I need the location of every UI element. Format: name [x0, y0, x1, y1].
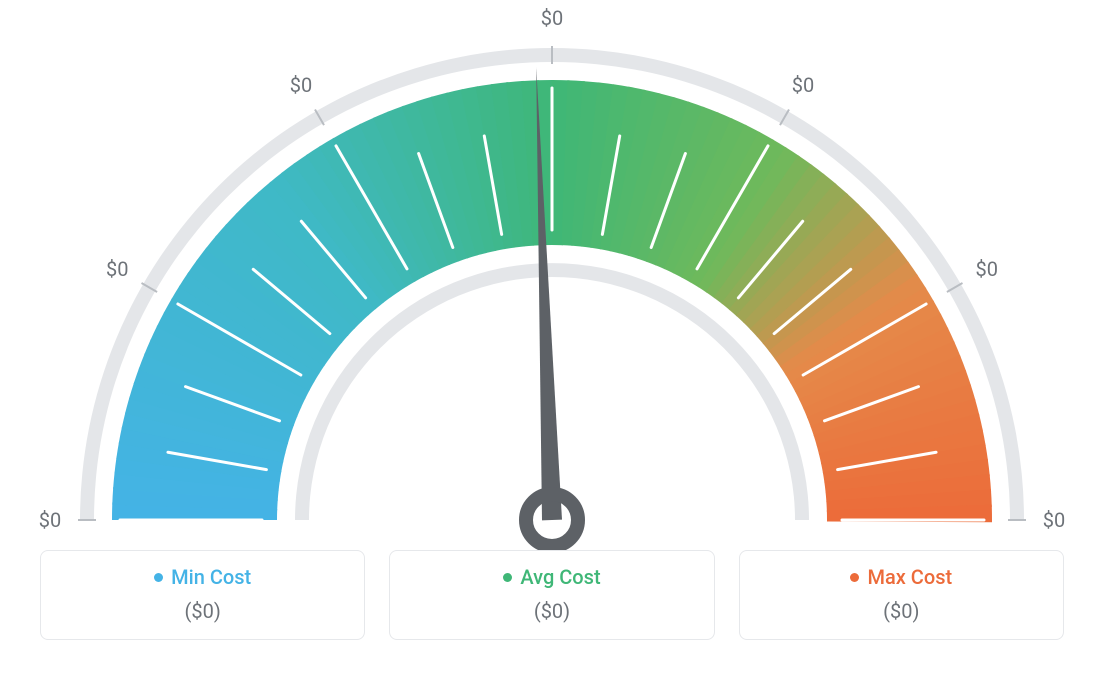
chart-container: $0$0$0$0$0$0$0 Min Cost($0)Avg Cost($0)M…: [0, 0, 1104, 690]
legend-row: Min Cost ($0) Avg Cost ($0) Max Cost ($0): [40, 550, 1064, 640]
legend-title: Max Cost: [850, 565, 952, 589]
gauge-tick-label: $0: [106, 257, 128, 281]
legend-value: ($0): [534, 599, 570, 623]
bullet-icon: [154, 573, 163, 582]
bullet-icon: [850, 573, 859, 582]
legend-card-max: Max Cost ($0): [739, 550, 1064, 640]
legend-title-text: Max Cost: [867, 565, 952, 589]
legend-value: ($0): [185, 599, 221, 623]
gauge-tick-label: $0: [541, 6, 563, 30]
gauge-tick-label: $0: [975, 257, 997, 281]
legend-title: Avg Cost: [503, 565, 600, 589]
legend-card-avg: Avg Cost ($0): [389, 550, 714, 640]
gauge-tick-label: $0: [39, 508, 61, 532]
gauge-tick-label: $0: [290, 73, 312, 97]
legend-title-text: Min Cost: [171, 565, 251, 589]
legend-card-min: Min Cost ($0): [40, 550, 365, 640]
legend-value: ($0): [883, 599, 919, 623]
gauge-tick-label: $0: [1043, 508, 1065, 532]
bullet-icon: [503, 573, 512, 582]
gauge-tick-label: $0: [792, 73, 814, 97]
gauge-wrap: $0$0$0$0$0$0$0: [40, 20, 1064, 550]
legend-title: Min Cost: [154, 565, 251, 589]
gauge-svg: [40, 20, 1064, 550]
legend-title-text: Avg Cost: [520, 565, 600, 589]
